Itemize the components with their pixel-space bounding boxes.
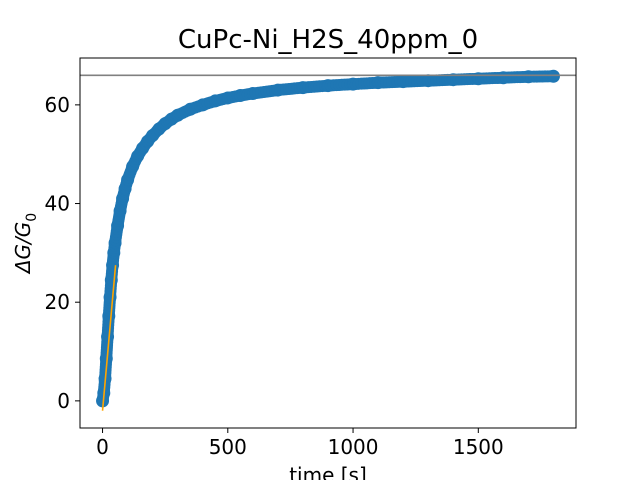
- y-axis: 0 20 40 60: [45, 93, 80, 413]
- scatter-series-0: [96, 69, 560, 408]
- x-axis: 0 500 1000 1500: [96, 428, 504, 459]
- data-point: [546, 69, 560, 83]
- fit-line: [101, 265, 117, 411]
- x-tick-label: 0: [96, 435, 109, 459]
- y-tick-label: 40: [45, 192, 70, 216]
- y-axis-label-subscript: 0: [24, 213, 40, 222]
- chart-title: CuPc-Ni_H2S_40ppm_0: [178, 25, 478, 55]
- y-axis-label-main: ΔG/G: [11, 222, 35, 275]
- plot-frame: [79, 57, 577, 429]
- x-tick-label: 500: [209, 435, 247, 459]
- data-layer: [80, 69, 576, 411]
- x-tick-label: 1500: [453, 435, 504, 459]
- x-axis-label: time [s]: [289, 463, 367, 480]
- y-tick-label: 20: [45, 290, 70, 314]
- y-axis-label: ΔG/G0: [11, 213, 40, 275]
- plot-area: [80, 69, 576, 411]
- x-tick-label: 1000: [328, 435, 379, 459]
- y-tick-label: 0: [57, 389, 70, 413]
- y-tick-label: 60: [45, 93, 70, 117]
